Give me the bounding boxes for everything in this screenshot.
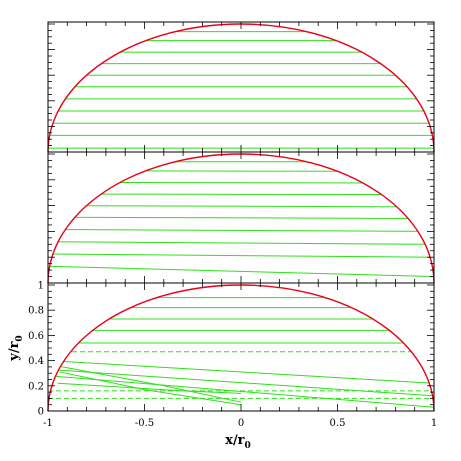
y-tick-labels: 0 0.2 0.4 0.6 0.8 1 <box>28 281 44 418</box>
streamline-middle-8 <box>48 181 434 184</box>
trajectory-3 <box>57 382 242 394</box>
y-tick-label-3: 0.4 <box>28 356 44 367</box>
streamline-middle-7 <box>48 193 434 196</box>
y-tick-label-1: 0 <box>38 407 44 418</box>
ticks-top <box>47 22 435 153</box>
ticks-bottom <box>47 283 435 412</box>
trajectory-2 <box>59 371 242 406</box>
x-tick-labels: -1 -0.5 0 0.5 1 <box>43 418 437 429</box>
y-axis-title: y/r0 <box>7 335 25 361</box>
x-tick-label-3: 0 <box>238 418 244 429</box>
panels <box>47 21 435 412</box>
x-tick-label-5: 1 <box>431 418 437 429</box>
x-tick-label-2: -0.5 <box>135 418 154 429</box>
x-axis-title: x/r0 <box>225 433 251 451</box>
streamline-middle-1 <box>48 265 434 278</box>
y-tick-label-4: 0.6 <box>28 331 44 342</box>
streamline-bottom-4 <box>48 368 434 397</box>
streamline-middle-9 <box>48 170 434 172</box>
streamline-middle-2 <box>48 253 434 258</box>
y-tick-label-2: 0.2 <box>28 381 44 392</box>
streamlines-middle <box>48 161 434 278</box>
trajectory-1 <box>55 365 242 403</box>
y-tick-label-6: 1 <box>38 281 44 292</box>
x-tick-label-1: -1 <box>43 418 53 429</box>
boundary-top <box>47 23 435 153</box>
panel-bottom <box>47 282 435 412</box>
streamline-middle-4 <box>48 228 434 232</box>
streamlines-top <box>48 31 434 149</box>
streamlines-bottom <box>48 297 434 408</box>
streamline-bottom-3 <box>48 375 434 408</box>
streamline-middle-6 <box>48 205 434 208</box>
streamline-middle-5 <box>48 216 434 219</box>
streamline-bottom-5 <box>48 360 434 384</box>
panel-top <box>47 21 435 153</box>
x-tick-label-4: 0.5 <box>330 418 346 429</box>
panel-middle <box>47 151 435 284</box>
y-tick-label-5: 0.8 <box>28 306 44 317</box>
streamline-middle-3 <box>48 241 434 245</box>
